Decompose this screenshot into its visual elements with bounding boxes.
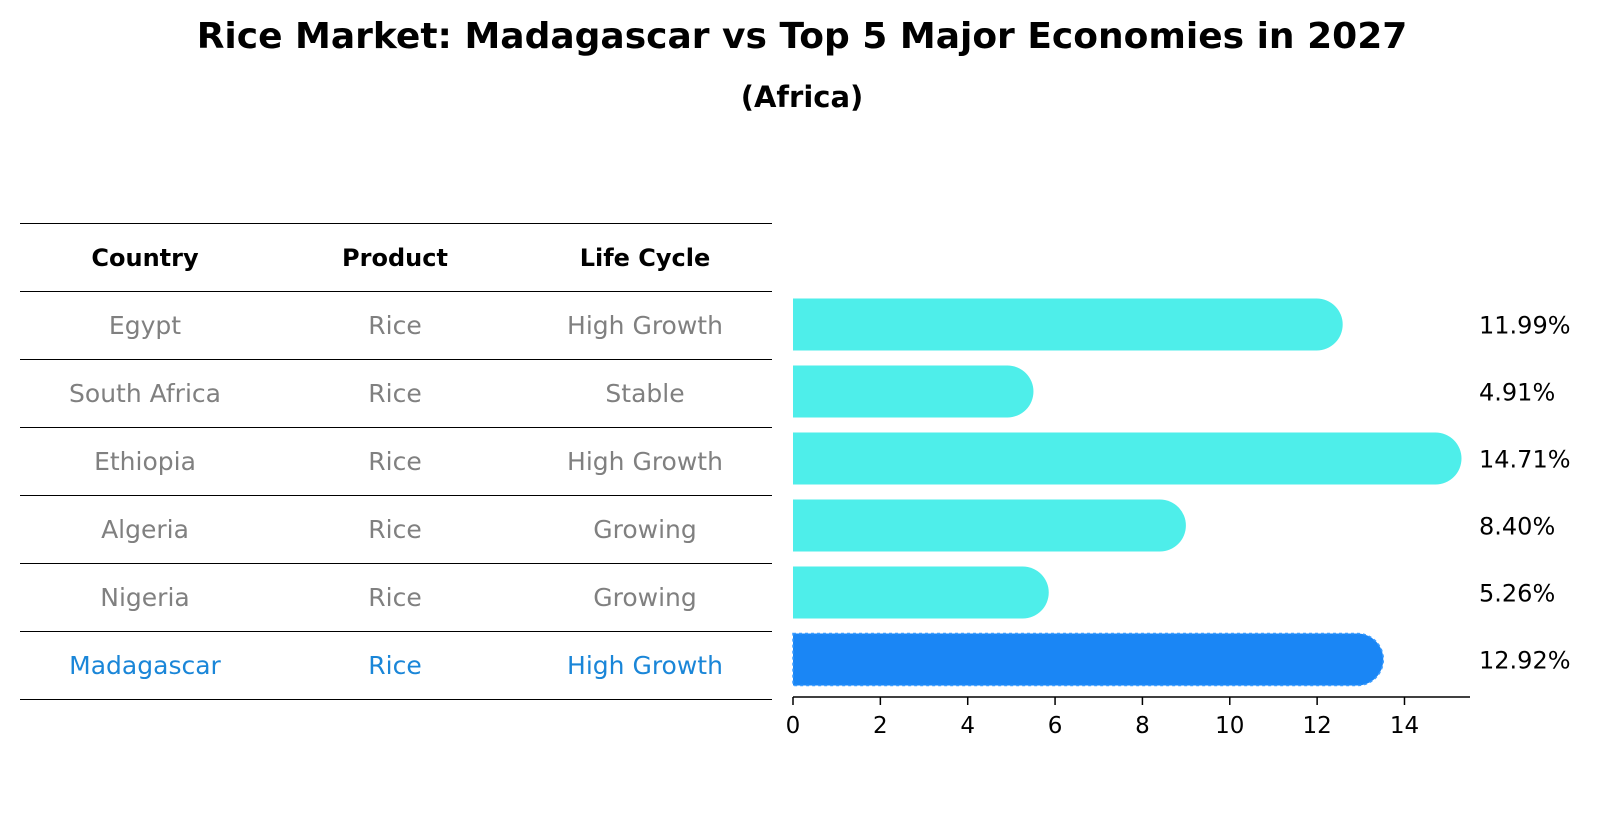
cell-product: Rice [368,515,422,544]
x-tick-label: 0 [786,713,801,739]
cell-life-cycle: High Growth [567,447,723,476]
x-tick-label: 4 [960,713,975,739]
header-country: Country [91,243,199,272]
cell-country: Nigeria [100,583,190,612]
value-label: 14.71% [1479,446,1571,474]
bar-algeria [793,499,1186,552]
bar-south-africa [793,365,1034,418]
table-row-highlight: Madagascar Rice High Growth [20,632,772,700]
bar-ethiopia [793,432,1462,485]
x-tick-label: 6 [1048,713,1063,739]
cell-country: South Africa [69,379,221,408]
cell-country: Ethiopia [94,447,196,476]
bar-nigeria [793,566,1049,619]
value-label: 5.26% [1479,580,1555,608]
cell-country: Egypt [108,311,182,340]
x-tick-label: 12 [1302,713,1331,739]
x-tick-label: 10 [1215,713,1244,739]
cell-life-cycle: High Growth [567,651,723,680]
cell-life-cycle: High Growth [567,311,723,340]
chart-subtitle: (Africa) [740,80,864,114]
table-row: Egypt Rice High Growth [20,292,772,360]
cell-country: Madagascar [69,651,221,680]
cell-life-cycle: Stable [605,379,685,408]
cell-life-cycle: Growing [593,515,697,544]
bar-egypt [793,298,1343,351]
cell-product: Rice [368,447,422,476]
table-header-row: Country Product Life Cycle [20,223,772,292]
value-label: 11.99% [1479,312,1571,340]
table-row: Algeria Rice Growing [20,496,772,564]
table-row: Nigeria Rice Growing [20,564,772,632]
cell-country: Algeria [101,515,189,544]
table-row: Ethiopia Rice High Growth [20,428,772,496]
data-table: Country Product Life Cycle Egypt Rice Hi… [20,223,772,700]
x-tick-label: 14 [1390,713,1419,739]
x-tick-label: 2 [873,713,888,739]
chart-title: Rice Market: Madagascar vs Top 5 Major E… [196,16,1408,57]
header-product: Product [342,243,448,272]
value-label: 8.40% [1479,513,1555,541]
cell-product: Rice [368,311,422,340]
cell-product: Rice [368,379,422,408]
x-tick-label: 8 [1135,713,1150,739]
cell-product: Rice [368,651,422,680]
value-label: 12.92% [1479,647,1571,675]
cell-product: Rice [368,583,422,612]
header-life-cycle: Life Cycle [579,243,711,272]
table-row: South Africa Rice Stable [20,360,772,428]
bar-madagascar [792,632,1385,687]
cell-life-cycle: Growing [593,583,697,612]
value-label: 4.91% [1479,379,1555,407]
